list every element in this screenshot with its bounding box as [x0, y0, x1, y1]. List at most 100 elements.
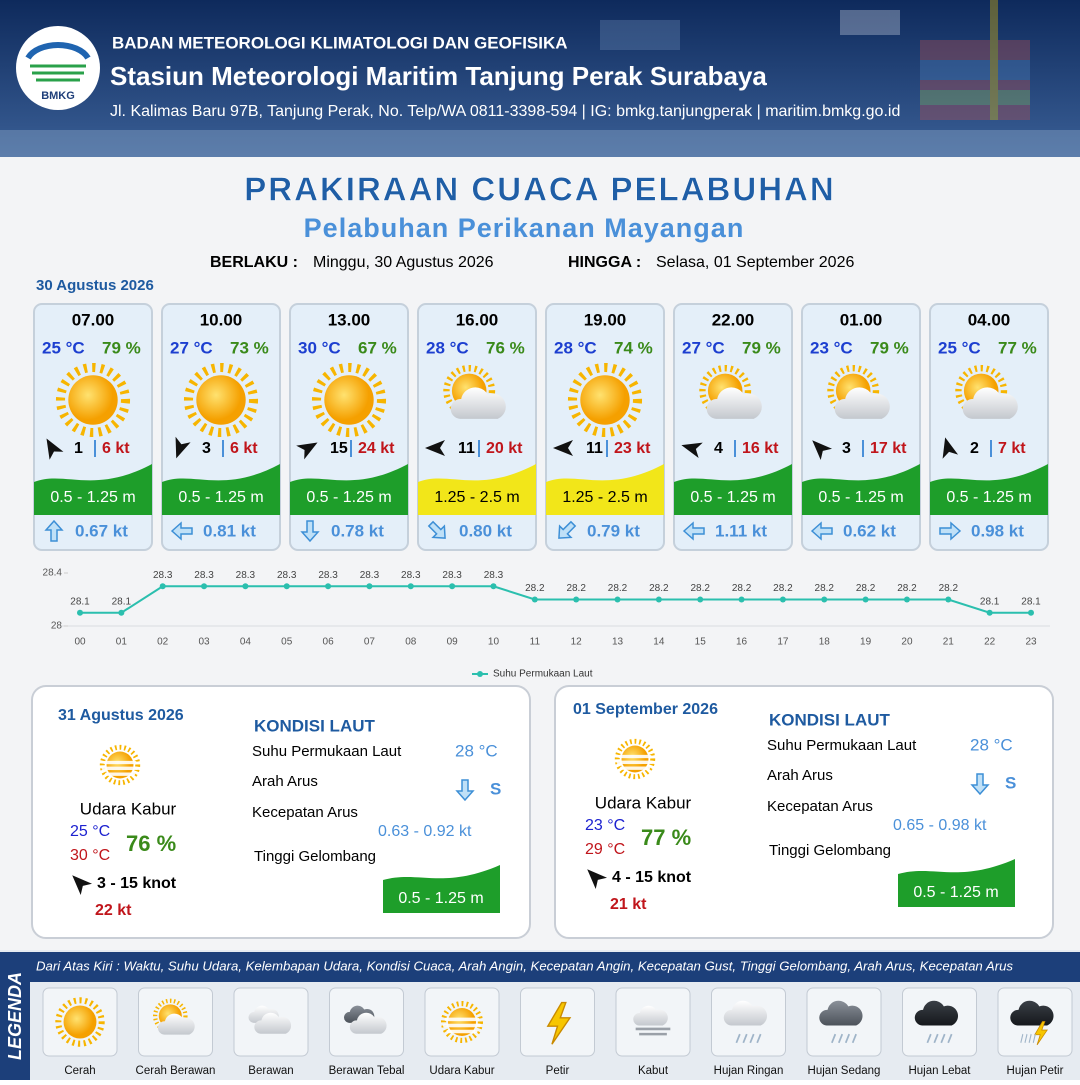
- card-temp: 28 °C: [426, 338, 469, 357]
- daily-temp-min: 23 °C: [585, 817, 625, 834]
- sst-value-label: 28.1: [980, 596, 1000, 607]
- card-temp: 28 °C: [554, 338, 597, 357]
- legend-label: Suhu Permukaan Laut: [493, 669, 593, 680]
- legend-item-label: Hujan Lebat: [908, 1065, 971, 1077]
- card-current: 1.11 kt: [715, 521, 767, 540]
- current-arrow: [44, 519, 64, 542]
- legend-item-label: Hujan Ringan: [714, 1065, 784, 1077]
- sst-point: [573, 596, 580, 603]
- sst-point: [159, 583, 166, 590]
- y-tick-label: 28: [51, 621, 63, 632]
- daily-wave: 0.5 - 1.25 m: [913, 884, 998, 901]
- address: Jl. Kalimas Baru 97B, Tanjung Perak, No.…: [110, 103, 900, 120]
- sst-point: [118, 609, 125, 616]
- title: PRAKIRAAN CUACA PELABUHAN: [244, 171, 835, 208]
- sst-label: Suhu Permukaan Laut: [252, 743, 402, 760]
- sst-value-label: 28.3: [360, 570, 380, 581]
- daily-temp-max: 29 °C: [585, 841, 625, 858]
- wave-area: [34, 464, 152, 515]
- card-current: 0.78 kt: [331, 521, 384, 540]
- card-time: 16.00: [456, 310, 499, 329]
- wind-arrow: [46, 438, 64, 460]
- logo-arc: [25, 42, 91, 60]
- card-gust: 16 kt: [742, 440, 779, 457]
- card-humidity: 76 %: [486, 338, 525, 357]
- x-tick-label: 02: [157, 637, 169, 648]
- legend-item-label: Berawan Tebal: [329, 1065, 405, 1077]
- legend-item-label: Petir: [546, 1065, 570, 1077]
- daily-date: 31 Agustus 2026: [58, 707, 184, 724]
- sst-value-label: 28.2: [815, 583, 835, 594]
- card-time: 01.00: [840, 310, 883, 329]
- x-tick-label: 09: [447, 637, 459, 648]
- current-speed: 0.65 - 0.98 kt: [893, 817, 987, 834]
- card-wind: 3: [202, 440, 211, 457]
- wind-arrow: [553, 440, 573, 456]
- x-tick-label: 23: [1025, 637, 1037, 648]
- wave-area: [546, 464, 664, 515]
- x-tick-label: 22: [984, 637, 996, 648]
- weather-icon: [573, 368, 638, 433]
- separator: [94, 440, 96, 457]
- x-tick-label: 12: [571, 637, 583, 648]
- current-arrow: [300, 520, 320, 543]
- daily-humidity: 76 %: [126, 831, 176, 856]
- card-wind: 3: [842, 440, 851, 457]
- legend-item-label: Berawan: [248, 1065, 293, 1077]
- current-arrow: [427, 520, 446, 539]
- card-wave: 0.5 - 1.25 m: [306, 489, 391, 506]
- sst-value-label: 28.2: [566, 583, 586, 594]
- sst-value-label: 28.1: [1021, 596, 1041, 607]
- card-current: 0.80 kt: [459, 521, 512, 540]
- weather-icon: [317, 368, 382, 433]
- card-humidity: 79 %: [742, 338, 781, 357]
- x-tick-label: 16: [736, 637, 748, 648]
- daily-date: 01 September 2026: [573, 701, 718, 718]
- logo-waves: [30, 64, 86, 82]
- legend-title: LEGENDA: [5, 972, 25, 1060]
- sst-point: [738, 596, 745, 603]
- sst-value-label: 28.3: [442, 570, 462, 581]
- daily-condition: Udara Kabur: [595, 793, 692, 812]
- card-wave: 1.25 - 2.5 m: [434, 489, 519, 506]
- x-tick-label: 06: [323, 637, 335, 648]
- y-tick-label: 28.4: [43, 568, 63, 579]
- card-gust: 6 kt: [230, 440, 258, 457]
- sst-point: [366, 583, 373, 590]
- sst-point: [903, 596, 910, 603]
- sst-value-label: 28.2: [608, 583, 628, 594]
- sst-value-label: 28.3: [236, 570, 256, 581]
- card-wind: 2: [970, 440, 979, 457]
- separator: [350, 440, 352, 457]
- wind-arrow: [425, 440, 445, 456]
- card-wind: 11: [586, 440, 603, 457]
- sst-value-label: 28.2: [649, 583, 669, 594]
- sst-value-label: 28.3: [401, 570, 421, 581]
- logo-text: BMKG: [41, 90, 75, 102]
- sst-point: [325, 583, 332, 590]
- wind-arrow: [681, 442, 703, 459]
- card-wave: 1.25 - 2.5 m: [562, 489, 647, 506]
- card-temp: 25 °C: [42, 338, 85, 357]
- x-tick-label: 15: [695, 637, 707, 648]
- card-time: 07.00: [72, 310, 115, 329]
- card-gust: 24 kt: [358, 440, 395, 457]
- sst-point: [531, 596, 538, 603]
- sst-value-label: 28.2: [856, 583, 876, 594]
- daily-gust: 22 kt: [95, 902, 132, 919]
- sst-value-label: 28.2: [690, 583, 710, 594]
- card-humidity: 77 %: [998, 338, 1037, 357]
- card-wave: 0.5 - 1.25 m: [178, 489, 263, 506]
- wind-arrow: [296, 442, 318, 460]
- sst-point: [986, 609, 993, 616]
- x-tick-label: 00: [74, 637, 86, 648]
- legend-icon: [58, 1000, 101, 1043]
- card-wave: 0.5 - 1.25 m: [690, 489, 775, 506]
- current-arrow: [682, 521, 705, 541]
- sst-value-label: 28.3: [277, 570, 297, 581]
- current-speed-label: Kecepatan Arus: [252, 804, 358, 821]
- legend-item-label: Hujan Sedang: [808, 1065, 881, 1077]
- separator: [478, 440, 480, 457]
- card-gust: 7 kt: [998, 440, 1026, 457]
